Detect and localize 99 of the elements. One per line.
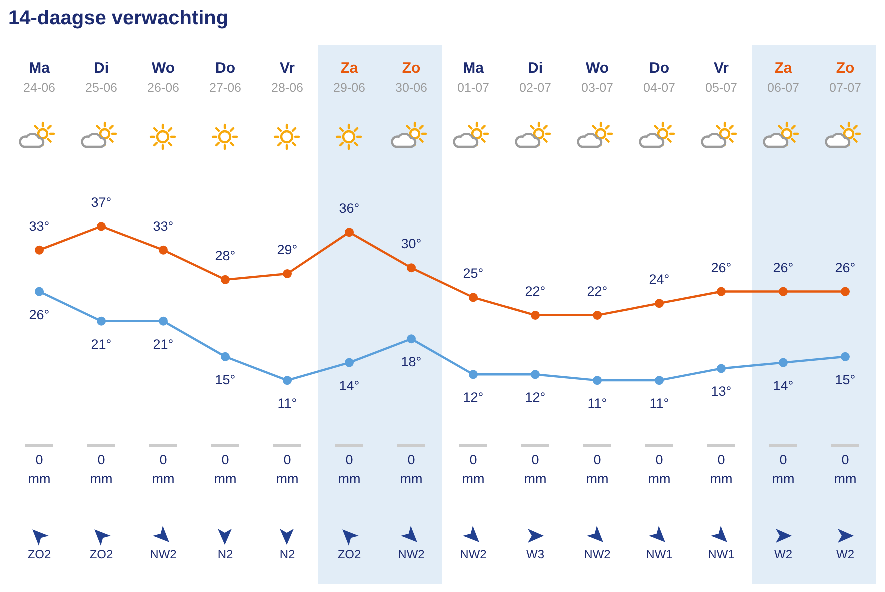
x-tick-label: Ma 01-07 [458,60,490,95]
data-label: 25° [463,266,484,282]
data-label: 0 mm [214,452,237,486]
point [345,228,354,238]
point [221,352,230,362]
point [531,370,540,380]
point [407,334,416,344]
point [841,287,850,296]
data-label: 26° [773,260,794,276]
data-label: 0 mm [152,452,175,486]
data-label: 0 mm [400,452,423,486]
x-tick-label: Ma 24-06 [24,60,56,95]
annotation: ZO2 [90,548,114,562]
data-label: 13° [711,384,732,400]
point [221,275,230,284]
data-label: 15° [215,372,236,388]
x-tick-label: Di 02-07 [520,60,552,95]
x-tick-label: Do 04-07 [644,60,676,95]
data-label: 18° [401,354,422,370]
annotation: NW1 [646,548,674,562]
data-label: 12° [463,390,484,406]
data-label: 0 mm [338,452,361,486]
annotation: NW2 [398,548,426,562]
point [97,316,106,326]
point [593,376,602,386]
data-label: 36° [339,201,360,216]
point [655,299,664,308]
x-tick-label: Wo 26-06 [148,60,180,95]
point [531,310,540,320]
data-label: 0 mm [834,452,857,486]
x-tick-label: Za 29-06 [334,60,366,95]
data-label: 37° [91,195,112,210]
x-tick-label: Vr 05-07 [706,60,738,95]
annotation: N2 [218,548,234,562]
data-label: 22° [525,284,546,299]
point [717,287,726,296]
data-label: 0 mm [710,452,733,486]
annotation: NW2 [584,548,612,562]
data-label: 0 mm [276,452,299,486]
data-label: 11° [650,396,670,412]
data-label: 14° [339,378,360,394]
annotation: NW2 [150,548,178,562]
x-tick-label: Vr 28-06 [272,60,304,95]
data-label: 0 mm [648,452,671,486]
data-label: 26° [29,307,50,322]
point [407,264,416,273]
data-label: 33° [153,218,174,234]
data-label: 28° [215,248,236,264]
point [593,310,602,320]
data-label: 26° [711,260,732,276]
data-label: 33° [29,218,50,234]
point [159,246,168,255]
annotation: N2 [280,548,296,562]
annotation: NW2 [460,548,488,562]
point [35,246,44,255]
point [283,376,292,386]
x-tick-label: Za 06-07 [768,60,800,95]
point [779,358,788,368]
point [469,293,478,302]
data-label: 0 mm [28,452,51,486]
data-label: 26° [835,260,856,276]
data-label: 24° [649,272,670,288]
point [779,287,788,296]
point [469,370,478,380]
x-tick-label: Wo 03-07 [582,60,614,95]
data-label: 21° [91,336,112,352]
point [655,376,664,386]
point [841,352,850,362]
data-label: 0 mm [772,452,795,486]
chart-title: 14-daagse verwachting [8,8,229,30]
annotation: W2 [836,548,855,562]
point [345,358,354,368]
x-tick-label: Zo 30-06 [396,60,428,95]
data-label: 0 mm [462,452,485,486]
data-label: 21° [153,336,174,352]
data-label: 22° [587,284,608,299]
data-label: 0 mm [90,452,113,486]
point [97,222,106,232]
data-label: 0 mm [524,452,547,486]
annotation: ZO2 [338,548,362,562]
data-label: 14° [773,378,794,394]
annotation: NW1 [708,548,736,562]
point [283,270,292,278]
data-label: 30° [401,236,422,252]
x-tick-label: Zo 07-07 [830,60,862,95]
x-tick-label: Do 27-06 [210,60,242,95]
annotation: ZO2 [28,548,52,562]
annotation: W3 [526,548,545,562]
annotation: W2 [774,548,793,562]
point [717,364,726,374]
data-label: 11° [588,396,608,412]
x-tick-label: Di 25-06 [86,60,118,95]
data-label: 12° [525,390,546,406]
point [159,316,168,326]
data-label: 11° [278,396,298,412]
data-label: 29° [277,242,298,258]
data-label: 15° [835,372,856,388]
point [35,287,44,296]
data-label: 0 mm [586,452,609,486]
